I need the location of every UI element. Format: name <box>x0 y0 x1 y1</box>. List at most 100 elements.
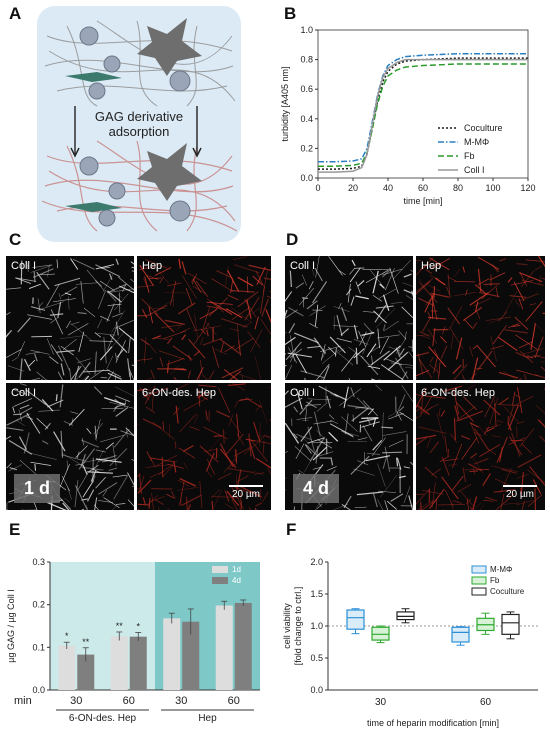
fibre-strand <box>477 345 496 368</box>
fibre-strand <box>408 346 413 348</box>
fibre-strand <box>146 377 152 380</box>
fibre-strand <box>353 324 359 340</box>
fibre-strand <box>538 275 542 286</box>
x-tick-label: 120 <box>520 183 535 193</box>
fibre-strand <box>225 266 229 287</box>
fibre-strand <box>183 462 188 469</box>
fibre-strand <box>151 487 173 490</box>
fibre-strand <box>235 337 254 350</box>
fibre-strand <box>514 316 529 330</box>
fibre-strand <box>333 325 358 327</box>
fibre-strand <box>95 449 106 453</box>
fibre-strand <box>494 399 496 406</box>
fibre-strand <box>14 277 32 284</box>
fibre-strand <box>88 369 105 380</box>
fibre-strand <box>82 480 94 498</box>
fibre-strand <box>97 454 117 462</box>
fibre-strand <box>152 335 162 340</box>
fibre-strand <box>259 488 262 501</box>
fibre-strand <box>19 383 27 386</box>
fibre-strand <box>440 410 446 417</box>
fibre-strand <box>335 347 337 357</box>
fibre-strand <box>206 305 229 311</box>
fibre-strand <box>97 482 118 495</box>
fibre-strand <box>421 501 435 510</box>
x-axis-label: time [min] <box>403 196 442 206</box>
fibre-strand <box>363 322 374 335</box>
fibre-strand <box>421 489 444 495</box>
fibre-strand <box>36 371 47 380</box>
micrograph-label: Coll I <box>290 387 316 399</box>
fibre-strand <box>137 358 153 361</box>
fibre-strand <box>200 360 203 374</box>
fibre-strand <box>117 276 134 291</box>
fibre-strand <box>224 490 230 502</box>
fibre-strand <box>356 491 384 496</box>
fibre-strand <box>340 328 349 336</box>
fibre-strand <box>424 395 446 399</box>
fibre-strand <box>86 504 89 510</box>
fibre-strand <box>77 311 87 315</box>
fibre-strand <box>497 420 504 423</box>
fibre-strand <box>507 415 509 424</box>
fibre-strand <box>25 389 47 406</box>
fibre-strand <box>166 358 184 365</box>
fibre-strand <box>518 378 522 380</box>
fibre-strand <box>306 401 317 409</box>
fibre-strand <box>487 448 497 455</box>
fibre-strand <box>450 501 454 510</box>
fibre-strand <box>179 480 185 506</box>
fibre-strand <box>8 464 23 472</box>
micrograph-label: Coll I <box>11 387 37 399</box>
fibre-strand <box>62 502 70 510</box>
fibre-strand <box>143 387 169 398</box>
fibre-strand <box>154 267 172 277</box>
fibre-strand <box>196 367 204 380</box>
fibre-strand <box>18 409 23 422</box>
fibre-strand <box>230 486 244 510</box>
fibre-strand <box>143 337 147 364</box>
fibre-strand <box>402 282 413 287</box>
fibre-strand <box>469 422 479 428</box>
fibre-strand <box>312 281 328 304</box>
panel-letter-d: D <box>286 230 299 249</box>
fibre-strand <box>69 368 72 380</box>
fibre-strand <box>434 277 446 286</box>
fibre-strand <box>101 407 124 410</box>
fibre-strand <box>111 505 117 510</box>
fibre-strand <box>477 256 500 270</box>
plot-frame <box>317 29 529 179</box>
fibre-strand <box>126 427 128 438</box>
fibre-strand <box>425 298 431 306</box>
fibre-strand <box>512 391 516 406</box>
fibre-strand <box>81 498 88 501</box>
fibre-strand <box>102 489 108 497</box>
fibre-strand <box>235 449 237 463</box>
fibre-strand <box>469 506 473 510</box>
fibre-strand <box>329 423 354 437</box>
fibre-strand <box>60 363 65 376</box>
fibre-strand <box>372 417 377 427</box>
legend-label: Fb <box>464 151 475 161</box>
fibre-strand <box>436 413 444 440</box>
fibre-strand <box>441 456 450 476</box>
fibre-strand <box>313 420 333 425</box>
fibre-strand <box>27 314 52 320</box>
fibre-strand <box>66 460 69 471</box>
micrograph-label: Hep <box>421 260 442 272</box>
fibre-strand <box>403 466 410 469</box>
fibre-strand <box>183 397 208 412</box>
fibre-strand <box>30 349 50 355</box>
fibre-strand <box>336 337 352 343</box>
fibre-strand <box>166 365 169 374</box>
fibre-strand <box>205 469 213 478</box>
fibre-strand <box>146 275 159 280</box>
fibre-strand <box>373 310 387 324</box>
fibre-strand <box>449 305 463 329</box>
fibre-strand <box>198 384 217 388</box>
fibre-strand <box>353 339 369 345</box>
x-tick-label: 30 <box>70 695 82 707</box>
fibre-strand <box>313 411 321 437</box>
fibre-strand <box>142 418 162 429</box>
fibre-strand <box>315 256 320 278</box>
